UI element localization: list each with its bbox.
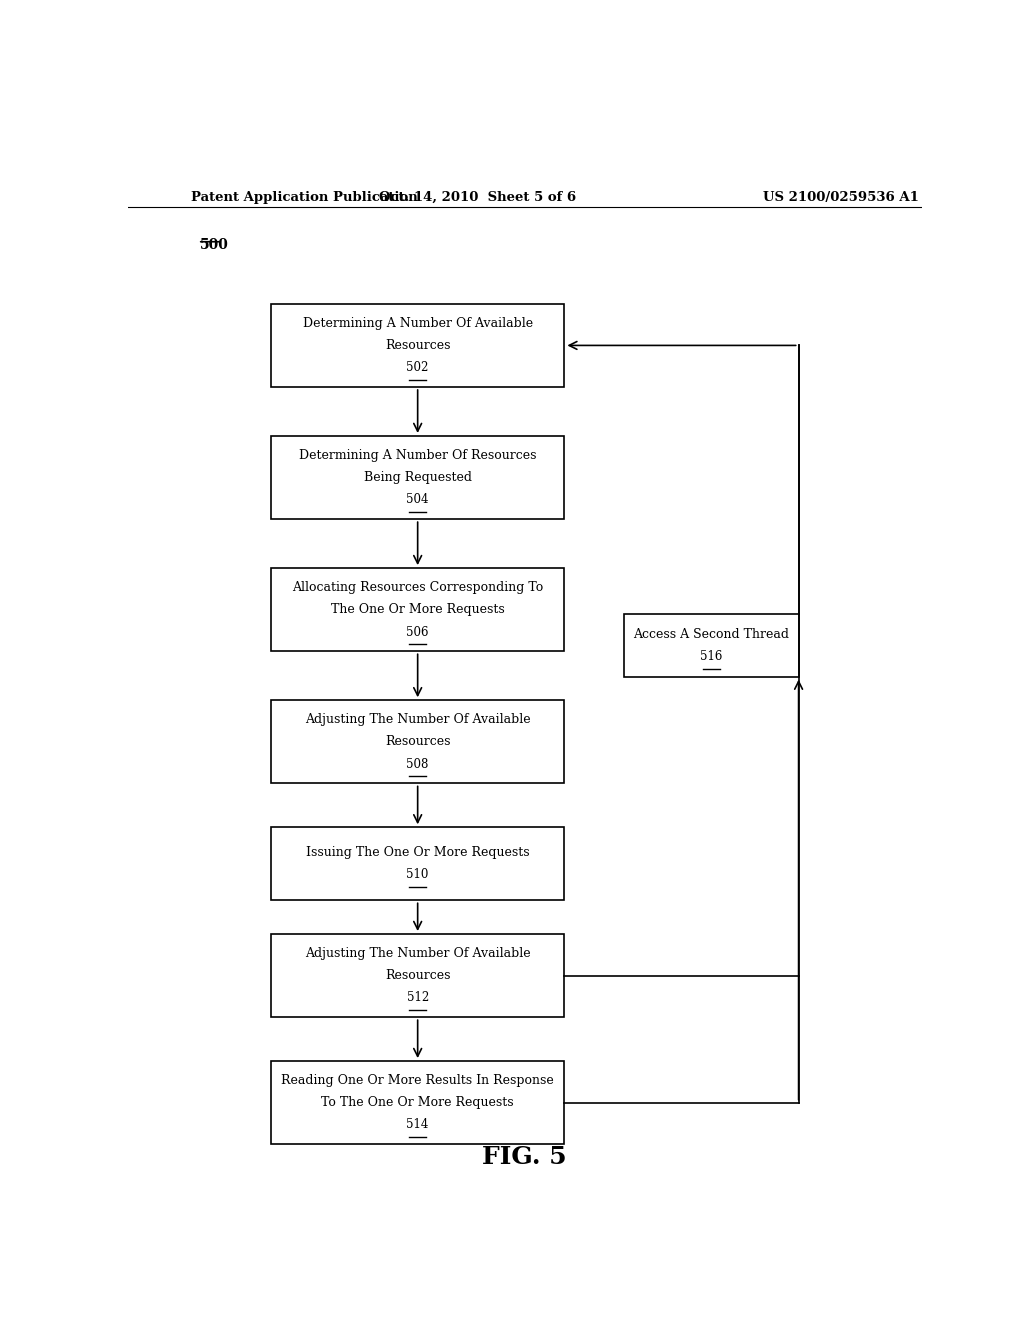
Text: Being Requested: Being Requested	[364, 471, 472, 484]
Text: Oct. 14, 2010  Sheet 5 of 6: Oct. 14, 2010 Sheet 5 of 6	[379, 191, 575, 203]
Text: 500: 500	[200, 238, 228, 252]
Text: Determining A Number Of Available: Determining A Number Of Available	[303, 317, 532, 330]
Text: Determining A Number Of Resources: Determining A Number Of Resources	[299, 449, 537, 462]
Text: 502: 502	[407, 362, 429, 375]
Bar	[270, 304, 564, 387]
Text: Allocating Resources Corresponding To: Allocating Resources Corresponding To	[292, 581, 544, 594]
Text: Adjusting The Number Of Available: Adjusting The Number Of Available	[305, 946, 530, 960]
Bar	[270, 436, 564, 519]
Bar	[624, 614, 799, 677]
Bar	[270, 1061, 564, 1144]
Text: 506: 506	[407, 626, 429, 639]
Text: Issuing The One Or More Requests: Issuing The One Or More Requests	[306, 846, 529, 859]
Text: Adjusting The Number Of Available: Adjusting The Number Of Available	[305, 713, 530, 726]
Text: 510: 510	[407, 869, 429, 882]
Text: Patent Application Publication: Patent Application Publication	[191, 191, 418, 203]
Text: Resources: Resources	[385, 735, 451, 748]
Text: 512: 512	[407, 991, 429, 1005]
Text: 508: 508	[407, 758, 429, 771]
Bar	[270, 568, 564, 651]
Text: Resources: Resources	[385, 339, 451, 352]
Text: The One Or More Requests: The One Or More Requests	[331, 603, 505, 616]
Text: Access A Second Thread: Access A Second Thread	[633, 627, 790, 640]
Text: 514: 514	[407, 1118, 429, 1131]
Text: FIG. 5: FIG. 5	[482, 1144, 567, 1168]
Text: To The One Or More Requests: To The One Or More Requests	[322, 1096, 514, 1109]
Bar	[270, 935, 564, 1018]
Text: Resources: Resources	[385, 969, 451, 982]
Text: Reading One Or More Results In Response: Reading One Or More Results In Response	[282, 1073, 554, 1086]
Text: US 2100/0259536 A1: US 2100/0259536 A1	[763, 191, 919, 203]
Bar	[270, 828, 564, 900]
Text: 516: 516	[700, 649, 723, 663]
Text: 504: 504	[407, 494, 429, 507]
Bar	[270, 700, 564, 784]
